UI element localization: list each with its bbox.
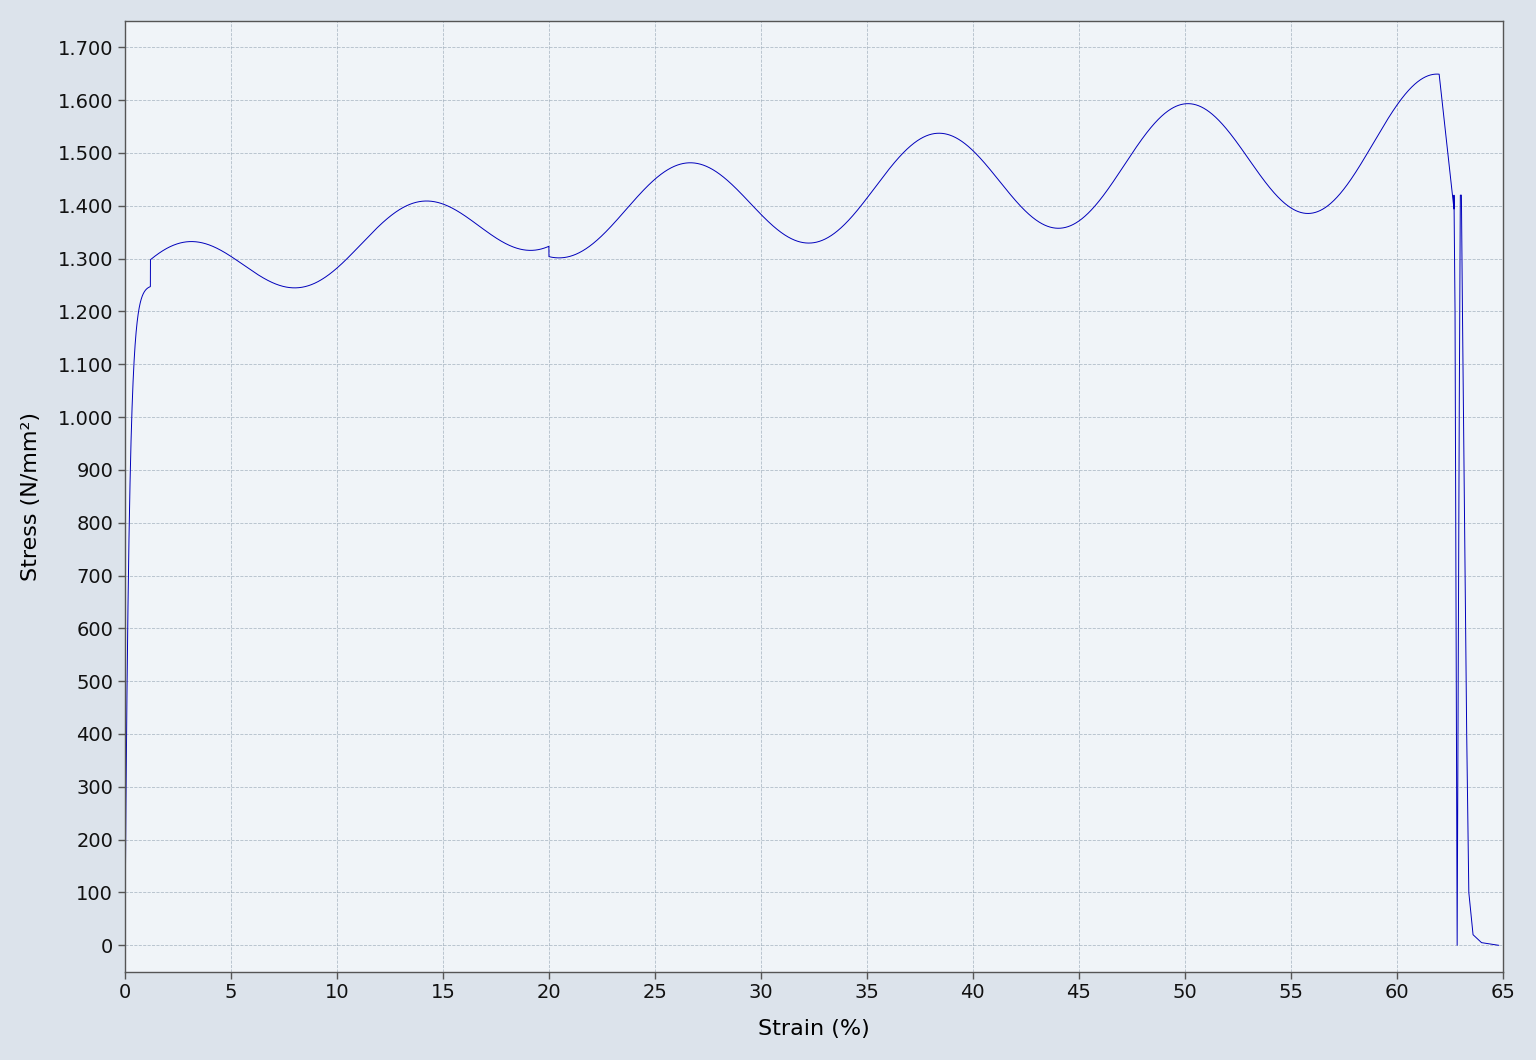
Y-axis label: Stress (N/mm²): Stress (N/mm²) [22,411,41,581]
X-axis label: Strain (%): Strain (%) [757,1019,869,1039]
